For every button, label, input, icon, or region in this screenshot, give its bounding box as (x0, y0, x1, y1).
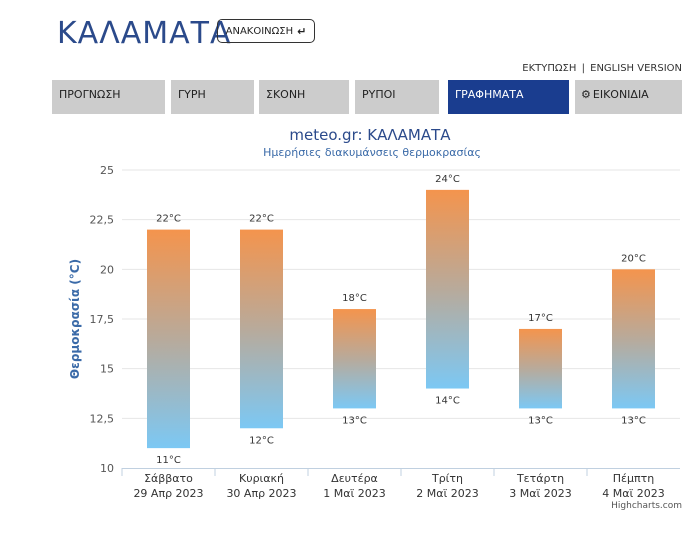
highcharts-credit[interactable]: Highcharts.com (611, 501, 682, 511)
high-label: 17°C (528, 313, 553, 324)
tab-dust[interactable]: ΣΚΟΝΗ (259, 80, 349, 114)
high-label: 18°C (342, 293, 367, 304)
tab-forecast-label: ΠΡΟΓΝΩΣΗ (59, 88, 121, 101)
y-tick-label: 22,5 (90, 214, 115, 227)
top-links: ΕΚΤΥΠΩΣΗ | ENGLISH VERSION (522, 63, 682, 74)
low-label: 13°C (528, 415, 553, 426)
high-label: 22°C (249, 214, 274, 225)
low-label: 13°C (621, 415, 646, 426)
y-tick-label: 10 (100, 462, 114, 475)
x-tick-day: Τετάρτη (516, 472, 564, 485)
x-tick-date: 1 Μαϊ 2023 (323, 487, 385, 500)
temperature-bar (240, 229, 283, 429)
y-axis-ticks: 10 12,5 15 17,5 20 22,5 25 (90, 164, 115, 475)
x-axis-ticks: Σάββατο 29 Απρ 2023 Κυριακή 30 Απρ 2023 Δευτ… (121, 468, 665, 500)
bar-series: 22°C 11°C 22°C 12°C 18°C 13°C 24°C 14°C 17°C 13°C… (147, 174, 655, 466)
x-tick-date: 2 Μαϊ 2023 (416, 487, 478, 500)
low-label: 14°C (435, 396, 460, 407)
y-tick-label: 12,5 (90, 412, 115, 425)
x-tick-date: 4 Μαϊ 2023 (602, 487, 664, 500)
tab-pollutants-label: ΡΥΠΟΙ (362, 88, 396, 101)
link-separator: | (581, 63, 585, 74)
temperature-bar (426, 189, 469, 389)
tab-pollutants[interactable]: ΡΥΠΟΙ (355, 80, 439, 114)
page-title: ΚΑΛΑΜΑΤΑ (57, 16, 232, 51)
tab-charts-label: ΓΡΑΦΗΜΑΤΑ (455, 88, 524, 101)
high-label: 24°C (435, 174, 460, 185)
tab-charts[interactable]: ΓΡΑΦΗΜΑΤΑ (448, 80, 569, 114)
print-link[interactable]: ΕΚΤΥΠΩΣΗ (522, 63, 577, 74)
english-version-link[interactable]: ENGLISH VERSION (590, 63, 682, 74)
temperature-bar (147, 229, 190, 449)
chart-title: meteo.gr: ΚΑΛΑΜΑΤΑ (289, 126, 451, 144)
y-tick-label: 17,5 (90, 313, 115, 326)
low-label: 12°C (249, 435, 274, 446)
tab-pollen-label: ΓΥΡΗ (178, 88, 206, 101)
temperature-bar (333, 309, 376, 409)
x-tick-date: 30 Απρ 2023 (226, 487, 296, 500)
tab-dust-label: ΣΚΟΝΗ (266, 88, 306, 101)
low-label: 11°C (156, 455, 181, 466)
x-tick-day: Δευτέρα (331, 472, 378, 485)
high-label: 20°C (621, 253, 646, 264)
low-label: 13°C (342, 415, 367, 426)
x-tick-date: 29 Απρ 2023 (133, 487, 203, 500)
temperature-bar (519, 328, 562, 409)
temperature-bar (612, 269, 655, 409)
x-tick-date: 3 Μαϊ 2023 (509, 487, 571, 500)
x-tick-day: Πέμπτη (613, 472, 654, 485)
grid-lines (122, 169, 680, 469)
tab-icons-label: ΕΙΚΟΝΙΔΙΑ (592, 88, 649, 101)
tab-forecast[interactable]: ΠΡΟΓΝΩΣΗ (52, 80, 165, 114)
y-axis-label: Θερμοκρασία (°C) (68, 259, 82, 379)
y-tick-label: 25 (100, 164, 114, 177)
high-label: 22°C (156, 214, 181, 225)
tab-pollen[interactable]: ΓΥΡΗ (171, 80, 254, 114)
gear-icon: ⚙ (581, 88, 591, 101)
y-tick-label: 15 (100, 363, 114, 376)
announcement-button[interactable]: ΑΝΑΚΟΙΝΩΣΗ ↵ (217, 19, 315, 43)
y-tick-label: 20 (100, 263, 114, 276)
chart-subtitle: Ημερήσιες διακυμάνσεις θερμοκρασίας (263, 146, 481, 159)
x-tick-day: Σάββατο (144, 472, 193, 485)
tab-icons[interactable]: ⚙ ΕΙΚΟΝΙΔΙΑ (575, 80, 682, 114)
x-tick-day: Τρίτη (431, 472, 463, 485)
return-arrow-icon: ↵ (297, 24, 307, 38)
announcement-label: ΑΝΑΚΟΙΝΩΣΗ (225, 25, 294, 37)
x-tick-day: Κυριακή (239, 472, 284, 485)
